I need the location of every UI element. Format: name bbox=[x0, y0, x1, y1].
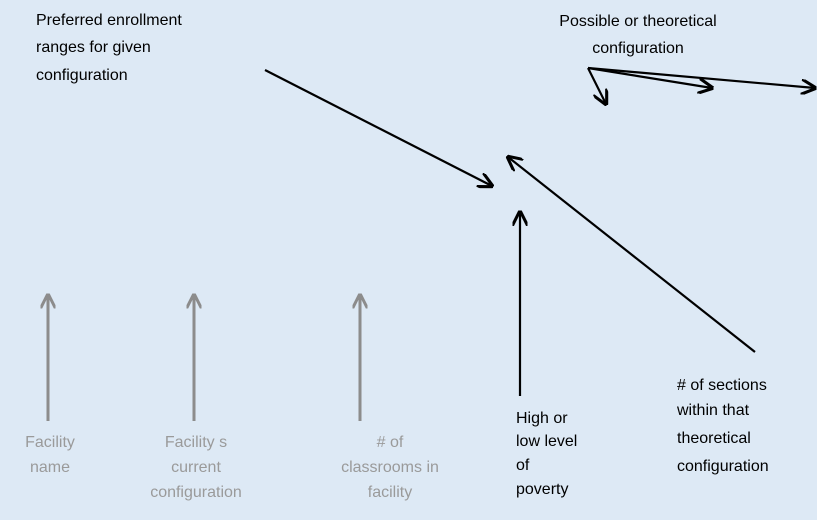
label: classrooms in bbox=[341, 459, 439, 476]
label: theoretical bbox=[677, 430, 751, 447]
label: current bbox=[171, 459, 221, 476]
label: configuration bbox=[677, 458, 769, 475]
label: configuration bbox=[36, 67, 128, 84]
label: poverty bbox=[516, 481, 568, 498]
label: Facility s bbox=[165, 434, 227, 451]
label: facility bbox=[368, 484, 412, 501]
arrow bbox=[587, 66, 712, 88]
label: low level bbox=[516, 433, 577, 450]
arrow bbox=[587, 66, 815, 88]
label: configuration bbox=[150, 484, 242, 501]
label: # of bbox=[377, 434, 404, 451]
label: Possible or theoretical bbox=[559, 13, 716, 30]
label: configuration bbox=[592, 40, 684, 57]
label: within that bbox=[676, 402, 750, 419]
arrow bbox=[508, 157, 756, 353]
arrow bbox=[587, 67, 606, 104]
label: Facility bbox=[25, 434, 75, 451]
label: High or bbox=[516, 410, 568, 427]
label: # of sections bbox=[677, 377, 767, 394]
label: Preferred enrollment bbox=[36, 12, 182, 29]
label: of bbox=[516, 457, 530, 474]
arrow bbox=[264, 69, 492, 186]
label: name bbox=[30, 459, 70, 476]
label: ranges for given bbox=[36, 39, 151, 56]
